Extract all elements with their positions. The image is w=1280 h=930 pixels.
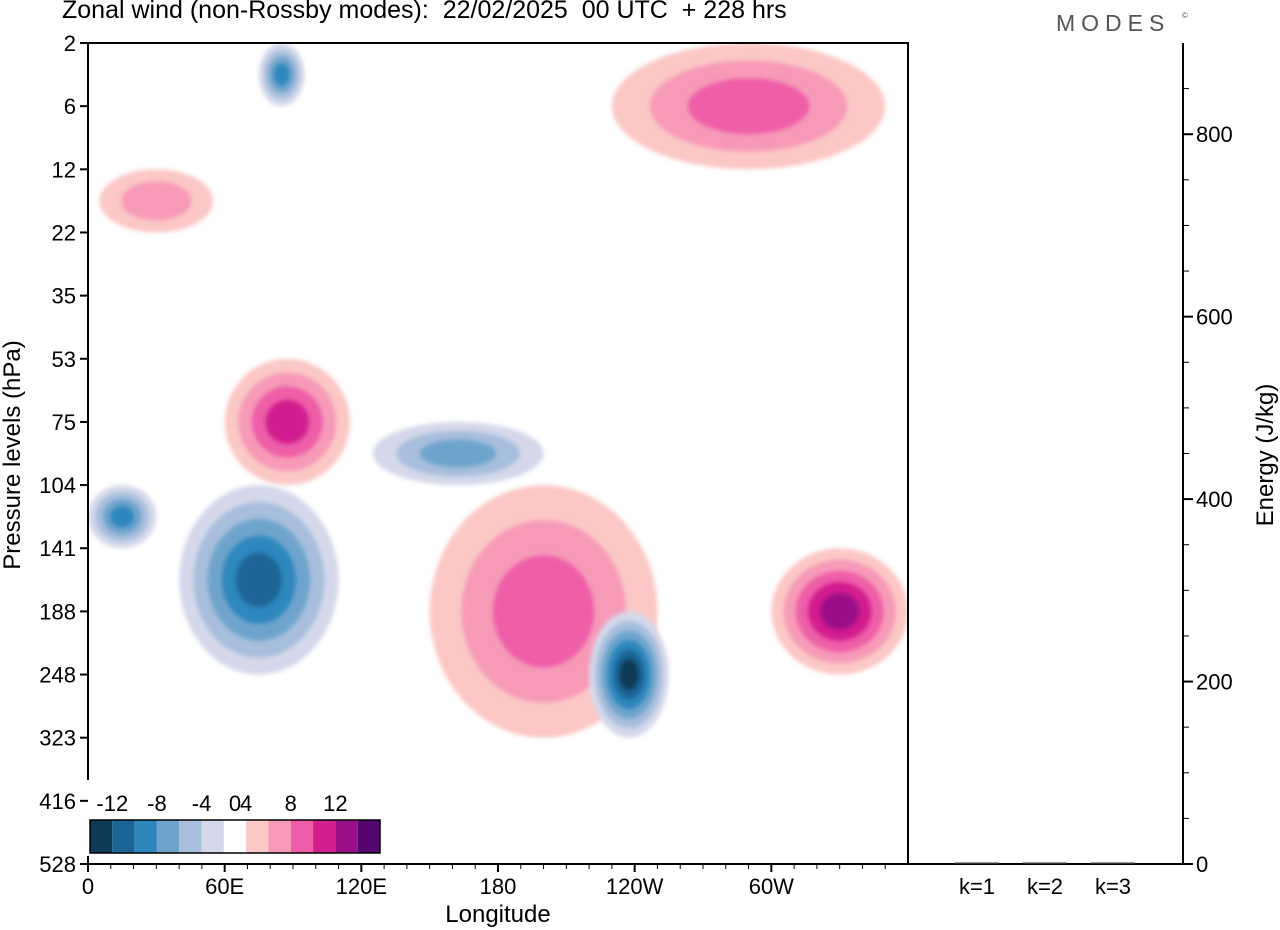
y-tick-label: 528 [39,852,76,877]
energy-panel: 0 200 400 600 800 k=1 k=2 k=3 Energy (J/kg) [908,43,1279,899]
colorbar-labels: -12 -8 -4 04 8 12 [96,791,347,816]
y-tick-label: 35 [52,284,76,309]
energy-bar [1091,862,1135,864]
contour-region-9-level-3 [687,78,810,135]
colorbar-cell [223,820,247,853]
energy-tick-label: 400 [1196,487,1233,512]
brand-logo: MODES [1056,10,1171,36]
x-tick-label: 120W [606,874,664,899]
colorbar-cell [290,820,314,853]
colorbar-cell [179,820,202,853]
chart-title: Zonal wind (non-Rossby modes): 22/02/202… [62,0,787,24]
contour-region-1-level-4 [273,63,290,86]
y-tick-label: 141 [39,536,76,561]
colorbar-cell [357,820,380,853]
y-tick-label: 22 [52,220,76,245]
energy-axis: 0 200 400 600 800 [1183,88,1233,877]
colorbar-tick-label: -4 [192,791,212,816]
y-tick-label: 248 [39,663,76,688]
colorbar-cell [90,820,113,853]
colorbar-cell [134,820,157,853]
colorbar-tick-label: -8 [147,791,167,816]
y-tick-label: 12 [52,157,76,182]
x-tick-label: 180 [480,874,517,899]
heatmap-panel [87,42,909,865]
x-axis: 0 60E 120E 180 120W 60W [82,864,886,899]
contour-region-2-level-4 [265,399,310,444]
x-tick-label: 120E [336,874,387,899]
energy-category-label: k=3 [1095,874,1131,899]
energy-tick-label: 200 [1196,670,1233,695]
contour-regions [88,43,908,738]
energy-category-label: k=1 [959,874,995,899]
colorbar-tick-label: 8 [285,791,297,816]
contour-region-8-level-5 [820,593,860,630]
y-tick-label: 6 [64,94,76,119]
y-tick-label: 416 [39,789,76,814]
colorbar-tick-label: 0 [229,791,241,816]
colorbar-cell [313,820,336,853]
y-tick-label: 323 [39,726,76,751]
x-tick-label: 60E [205,874,244,899]
x-tick-label: 0 [82,874,94,899]
colorbar-tick-label: 12 [323,791,347,816]
energy-tick-label: 600 [1196,305,1233,330]
colorbar-cell [268,820,291,853]
y-tick-label: 53 [52,347,76,372]
energy-categories: k=1 k=2 k=3 [959,874,1131,899]
colorbar-cell [335,820,358,853]
colorbar-cells [89,819,381,854]
energy-bars [955,862,1135,864]
contour-region-5-level-3 [492,555,595,668]
contour-region-6-level-3 [420,439,497,468]
energy-axis-title: Energy (J/kg) [1252,384,1279,527]
colorbar-tick-label: 4 [240,791,252,816]
energy-bar [1023,862,1067,864]
colorbar: -12 -8 -4 04 8 12 [86,780,386,856]
energy-tick-label: 0 [1196,852,1208,877]
colorbar-tick-label: -12 [96,791,128,816]
colorbar-cell [201,820,224,853]
y-tick-label: 104 [39,473,76,498]
contour-region-4-level-4 [110,505,135,528]
x-tick-label: 60W [749,874,794,899]
x-axis-title: Longitude [445,901,550,928]
energy-bar [955,862,999,864]
contour-region-3-level-5 [236,552,282,607]
contour-region-7-level-6 [619,659,639,690]
brand-logo-mark: © [1182,11,1188,20]
contour-region-0-level-2 [121,181,192,221]
y-tick-label: 75 [52,410,76,435]
y-tick-label: 2 [64,31,76,56]
y-axis-title: Pressure levels (hPa) [0,340,26,569]
energy-tick-label: 800 [1196,122,1233,147]
colorbar-cell [156,820,180,853]
y-axis: 2 6 12 22 35 53 75 104 141 188 248 323 416 528 [39,31,88,877]
colorbar-frame [89,819,381,854]
energy-category-label: k=2 [1027,874,1063,899]
colorbar-cell [112,820,135,853]
y-tick-label: 188 [39,599,76,624]
colorbar-cell [246,820,269,853]
